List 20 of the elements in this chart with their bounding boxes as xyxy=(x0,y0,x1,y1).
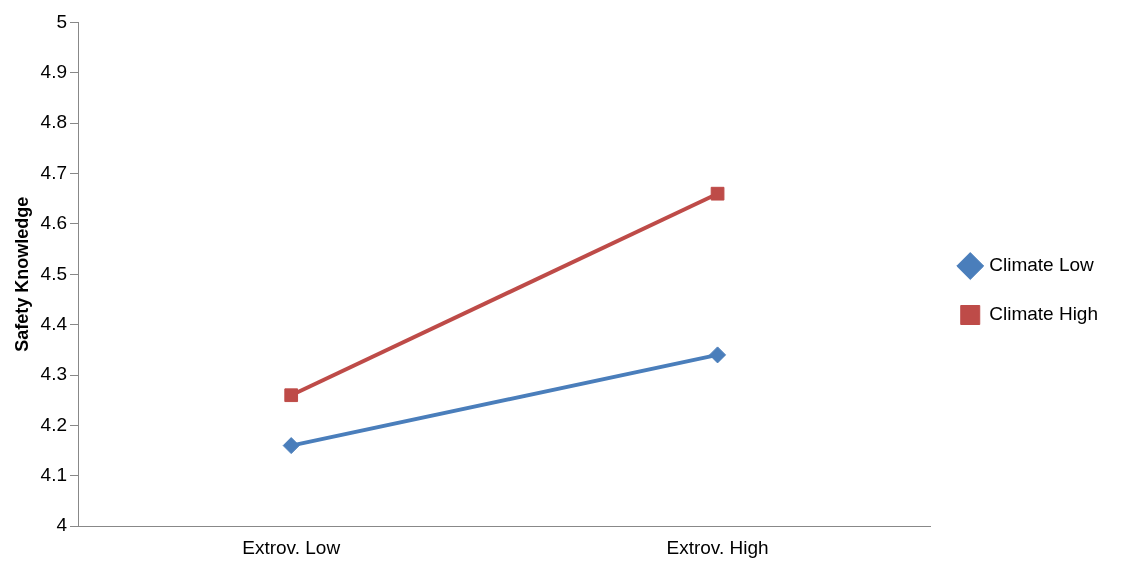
y-tick-label: 5 xyxy=(56,10,68,32)
y-tick-label: 4.3 xyxy=(40,363,68,385)
point xyxy=(284,388,299,403)
y-tick-label: 4 xyxy=(56,514,68,536)
point xyxy=(709,346,727,364)
y-tick-label: 4.1 xyxy=(40,464,68,486)
x-tick-label: Extrov. High xyxy=(666,536,769,558)
x-tick-label: Extrov. Low xyxy=(242,536,341,558)
point xyxy=(710,186,725,201)
y-tick-label: 4.7 xyxy=(40,161,68,183)
y-tick-label: 4.4 xyxy=(40,312,68,334)
legend-label: Climate High xyxy=(989,303,1099,325)
legend-label: Climate Low xyxy=(989,254,1095,276)
y-tick-label: 4.8 xyxy=(40,111,68,133)
y-tick-label: 4.5 xyxy=(40,262,68,284)
y-tick-label: 4.6 xyxy=(40,212,68,234)
y-tick-label: 4.2 xyxy=(40,413,68,435)
point xyxy=(282,437,300,455)
y-tick-label: 4.9 xyxy=(40,61,68,83)
y-axis-title: Safety Knowledge xyxy=(11,196,32,352)
